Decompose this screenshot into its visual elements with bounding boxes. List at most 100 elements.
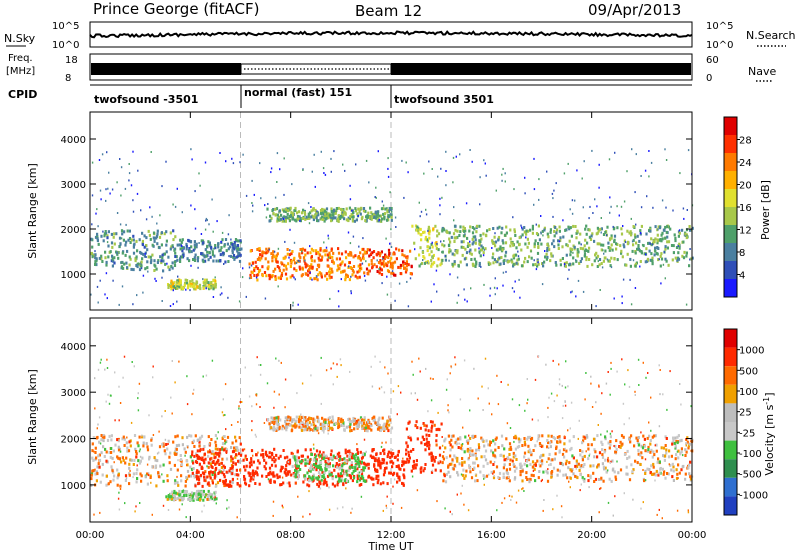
noise-cell xyxy=(330,157,332,160)
echo-cell xyxy=(412,466,415,470)
echo-cell xyxy=(661,467,664,471)
echo-cell xyxy=(392,252,395,256)
noise-cell xyxy=(194,208,196,211)
echo-cell xyxy=(201,239,205,243)
noise-cell xyxy=(443,451,445,453)
echo-cell xyxy=(103,435,106,439)
echo-cell xyxy=(232,254,236,257)
noise-cell xyxy=(370,422,372,425)
noise-cell xyxy=(575,295,577,298)
noise-cell xyxy=(266,382,269,385)
echo-cell xyxy=(383,422,386,426)
echo-cell xyxy=(490,449,493,453)
noise-cell xyxy=(444,244,446,247)
echo-cell xyxy=(362,468,365,472)
echo-cell xyxy=(356,477,359,480)
echo-cell xyxy=(249,479,252,483)
noise-cell xyxy=(635,223,637,226)
echo-cell xyxy=(123,437,126,441)
echo-cell xyxy=(193,454,196,458)
noise-cell xyxy=(628,385,631,388)
noise-cell xyxy=(193,388,195,391)
echo-cell xyxy=(253,472,256,475)
echo-cell xyxy=(197,470,200,474)
echo-cell xyxy=(169,467,173,471)
echo-cell xyxy=(401,463,404,467)
noise-cell xyxy=(449,372,451,375)
echo-cell xyxy=(460,240,463,244)
echo-cell xyxy=(261,251,264,255)
echo-cell xyxy=(193,245,197,249)
echo-cell xyxy=(284,272,288,276)
echo-cell xyxy=(455,438,458,442)
noise-cell xyxy=(255,393,257,396)
echo-cell xyxy=(226,435,230,439)
echo-cell xyxy=(625,263,628,267)
echo-cell xyxy=(304,416,307,420)
echo-cell xyxy=(306,422,309,426)
echo-cell xyxy=(351,218,355,221)
noise-cell xyxy=(121,285,124,288)
echo-cell xyxy=(290,261,293,265)
echo-cell xyxy=(219,478,222,482)
echo-cell xyxy=(382,458,386,462)
echo-cell xyxy=(414,224,418,228)
echo-cell xyxy=(356,460,359,464)
noise-cell xyxy=(606,430,608,433)
echo-cell xyxy=(555,263,558,267)
echo-cell xyxy=(387,452,390,456)
echo-cell xyxy=(239,442,242,446)
echo-cell xyxy=(358,268,361,272)
echo-cell xyxy=(303,418,306,422)
noise-cell xyxy=(385,441,387,444)
noise-cell xyxy=(338,305,340,308)
echo-cell xyxy=(284,264,287,268)
noise-cell xyxy=(256,356,258,359)
noise-cell xyxy=(401,159,403,162)
echo-cell xyxy=(320,275,323,279)
echo-cell xyxy=(348,206,351,210)
noise-cell xyxy=(171,360,173,362)
echo-cell xyxy=(209,457,212,461)
echo-cell xyxy=(401,253,404,257)
echo-cell xyxy=(375,477,378,481)
echo-cell xyxy=(199,498,202,502)
echo-cell xyxy=(234,455,237,459)
echo-cell xyxy=(538,470,541,473)
noise-cell xyxy=(273,250,276,253)
echo-cell xyxy=(341,466,344,470)
echo-cell xyxy=(451,445,454,449)
noise-cell xyxy=(501,173,503,176)
echo-cell xyxy=(188,498,191,501)
echo-cell xyxy=(309,428,312,431)
echo-cell xyxy=(317,477,320,481)
echo-cell xyxy=(408,456,411,460)
echo-cell xyxy=(553,437,557,441)
echo-cell xyxy=(249,273,252,277)
echo-cell xyxy=(379,461,382,465)
echo-cell xyxy=(524,256,527,260)
echo-cell xyxy=(505,437,508,441)
echo-cell xyxy=(367,420,370,424)
echo-cell xyxy=(277,276,280,280)
echo-cell xyxy=(214,244,217,247)
echo-cell xyxy=(159,255,162,259)
echo-cell xyxy=(530,453,533,457)
echo-cell xyxy=(304,262,307,266)
echo-cell xyxy=(91,456,94,460)
echo-cell xyxy=(550,440,553,444)
echo-cell xyxy=(309,251,312,255)
echo-cell xyxy=(191,278,194,282)
noise-cell xyxy=(513,440,515,443)
echo-cell xyxy=(196,257,199,260)
echo-cell xyxy=(162,252,165,256)
echo-cell xyxy=(546,243,549,246)
echo-cell xyxy=(470,258,473,261)
echo-cell xyxy=(660,233,663,237)
echo-cell xyxy=(223,484,226,488)
echo-cell xyxy=(358,478,362,482)
echo-cell xyxy=(378,254,382,258)
noise-cell xyxy=(292,301,294,304)
echo-cell xyxy=(352,215,355,219)
